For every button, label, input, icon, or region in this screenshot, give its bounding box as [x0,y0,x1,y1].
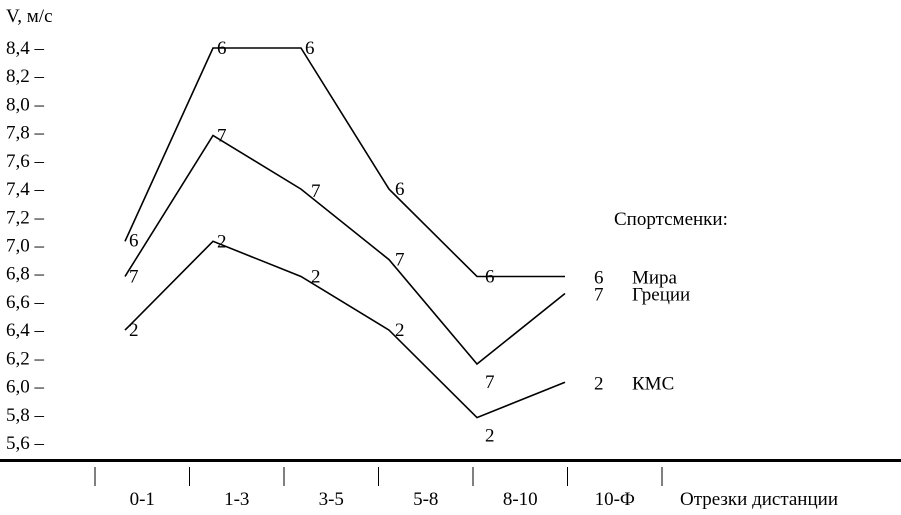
point-label: 2 [129,320,139,341]
point-label: 2 [485,426,495,447]
legend-label: Мира [632,268,678,289]
series-line [124,240,566,419]
point-label: 6 [129,230,139,251]
legend-label: КМС [632,373,674,394]
y-tick-label: 7,6 – [6,151,45,172]
y-tick-label: 8,4 – [6,38,45,59]
x-category-label: 8-10 [503,489,538,510]
x-category-label: 10-Ф [595,489,635,510]
legend-marker: 6 [594,268,604,289]
x-axis-categories: 0-1 1-3 3-5 5-8 8-10 10-Ф [130,489,635,510]
y-tick-label: 6,0 – [6,377,45,398]
x-axis-title: Отрезки дистанции [680,489,838,510]
series-6: 6 6 6 6 6 [124,38,565,288]
point-label: 7 [485,372,495,393]
y-tick-label: 6,8 – [6,264,45,285]
y-axis-title: V, м/с [6,6,53,27]
series-2: 2 2 2 2 2 [124,231,566,447]
legend-marker: 7 [594,284,604,305]
series-7: 7 7 7 7 7 [124,125,566,393]
y-tick-label: 7,2 – [6,207,45,228]
y-tick-label: 7,8 – [6,123,45,144]
y-tick-label: 8,0 – [6,94,45,115]
point-label: 2 [217,231,227,252]
point-label: 7 [311,181,321,202]
y-axis-ticks: 8,4 – 8,2 – 8,0 – 7,8 – 7,6 – 7,4 – 7,2 – 7,0 –… [6,38,45,454]
y-tick-label: 6,2 – [6,348,45,369]
point-label: 6 [305,38,315,59]
x-category-label: 5-8 [413,489,438,510]
series-line [124,47,565,278]
y-tick-label: 5,8 – [6,405,45,426]
point-label: 2 [395,320,405,341]
point-label: 7 [395,250,405,271]
point-label: 6 [485,267,495,288]
point-label: 7 [129,267,139,288]
legend-marker: 2 [594,373,604,394]
legend: 6 Мира 7 Греции 2 КМС [594,268,690,395]
x-axis-ticks [94,467,663,486]
y-tick-label: 5,6 – [6,433,45,454]
y-tick-label: 6,4 – [6,320,45,341]
legend-title: Спортсменки: [614,209,728,230]
y-tick-label: 6,6 – [6,292,45,313]
point-label: 7 [217,125,227,146]
series-group: 6 6 6 6 6 7 7 7 7 7 2 2 2 2 2 [124,38,566,447]
point-label: 2 [311,267,321,288]
point-label: 6 [217,38,227,59]
x-category-label: 1-3 [224,489,249,510]
y-tick-label: 7,0 – [6,236,45,257]
legend-label: Греции [632,284,690,305]
y-tick-label: 8,2 – [6,66,45,87]
x-category-label: 0-1 [130,489,155,510]
series-line [124,134,566,366]
x-category-label: 3-5 [319,489,344,510]
point-label: 6 [395,179,405,200]
y-tick-label: 7,4 – [6,179,45,200]
